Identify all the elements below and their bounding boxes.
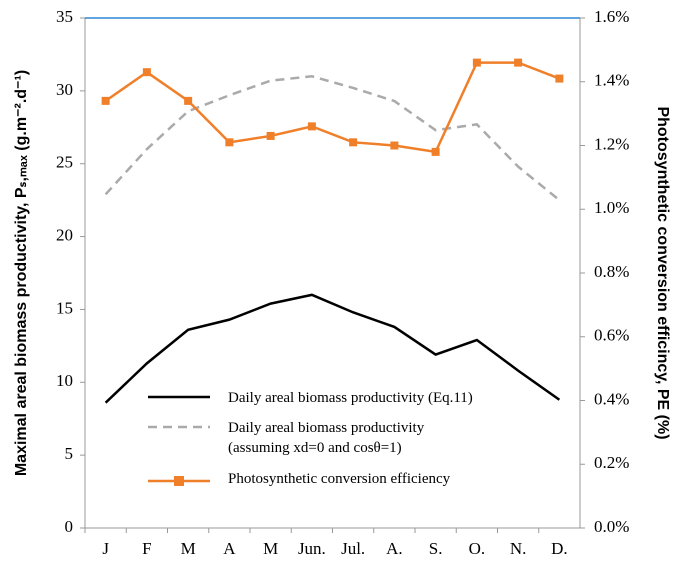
y-axis-title: Maximal areal biomass productivity, Pₛ,ₘ… [13, 70, 30, 476]
legend-label: Daily areal biomass productivity (assumi… [228, 420, 425, 456]
x-tick-label: A [223, 539, 236, 558]
y-tick-label: 30 [56, 80, 73, 99]
y-tick-label: 35 [56, 7, 73, 26]
y-tick-label: 25 [56, 153, 73, 172]
series-line [104, 75, 561, 202]
legend-marker [174, 476, 184, 486]
x-tick-label: Jul. [341, 539, 365, 558]
marker [390, 141, 399, 150]
legend-label: Daily areal biomass productivity (Eq.11) [228, 390, 473, 406]
y-tick-label: 5 [65, 444, 74, 463]
series-line [104, 61, 560, 154]
marker [555, 74, 564, 83]
y2-tick-label: 1.2% [594, 134, 629, 153]
marker [472, 58, 481, 67]
x-tick-label: A. [386, 539, 403, 558]
y-tick-label: 20 [56, 225, 73, 244]
series-line [104, 293, 561, 404]
x-tick-label: O. [469, 539, 486, 558]
marker [225, 138, 234, 147]
y-tick-label: 0 [65, 517, 74, 536]
x-tick-label: F [142, 539, 151, 558]
marker [184, 96, 193, 105]
x-tick-label: N. [510, 539, 527, 558]
marker [431, 147, 440, 156]
y-tick-label: 10 [56, 371, 73, 390]
marker [142, 68, 151, 77]
y2-tick-label: 1.0% [594, 198, 629, 217]
x-tick-label: M [263, 539, 278, 558]
y2-tick-label: 1.4% [594, 71, 629, 90]
y2-axis-title: Photosynthetic conversion efficincy, PE … [654, 106, 671, 439]
marker [266, 131, 275, 140]
y2-tick-label: 1.6% [594, 7, 629, 26]
marker [307, 122, 316, 131]
y2-tick-label: 0.8% [594, 262, 629, 281]
marker [101, 96, 110, 105]
marker [514, 58, 523, 67]
x-tick-label: Jun. [298, 539, 326, 558]
y2-tick-label: 0.4% [594, 389, 629, 408]
y2-tick-label: 0.6% [594, 326, 629, 345]
x-tick-label: D. [551, 539, 568, 558]
marker [349, 138, 358, 147]
x-tick-label: M [181, 539, 196, 558]
x-tick-label: S. [429, 539, 443, 558]
y2-tick-label: 0.0% [594, 517, 629, 536]
y-tick-label: 15 [56, 298, 73, 317]
legend-label: Photosynthetic conversion efficiency [228, 471, 451, 487]
y2-tick-label: 0.2% [594, 453, 629, 472]
x-tick-label: J [102, 539, 109, 558]
